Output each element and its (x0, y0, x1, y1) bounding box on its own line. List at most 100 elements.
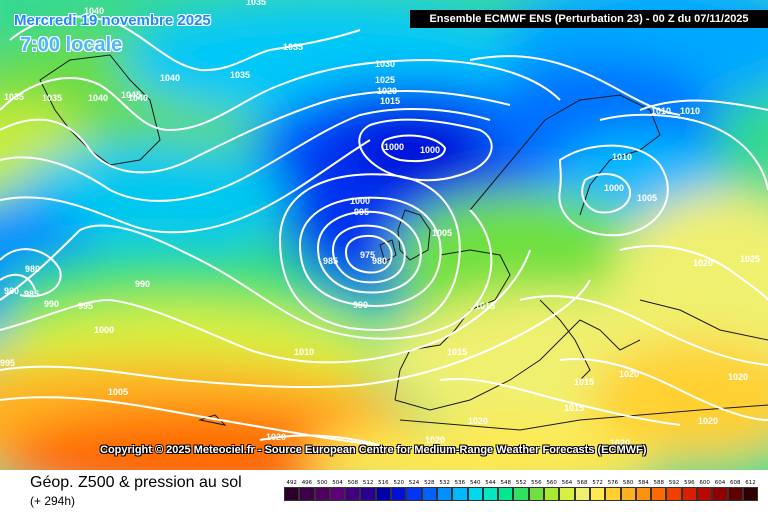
scale-step: 524 (406, 479, 422, 501)
scale-label: 572 (592, 480, 603, 486)
scale-step: 580 (620, 479, 636, 501)
pressure-label: 1025 (375, 75, 395, 85)
scale-step: 540 (467, 479, 483, 501)
scale-swatch (681, 487, 698, 501)
weather-map: 1040 1035 1040 1045 1040 1035 1040 1035 … (0, 0, 768, 470)
scale-label: 596 (684, 480, 695, 486)
pressure-label: 1040 (88, 93, 108, 103)
scale-step: 556 (528, 479, 545, 501)
pressure-label: 1035 (42, 93, 62, 103)
model-run-info: Ensemble ECMWF ENS (Perturbation 23) - 0… (410, 10, 768, 28)
scale-label: 600 (699, 480, 710, 486)
pressure-label: 1015 (447, 347, 467, 357)
scale-label: 508 (347, 480, 359, 486)
legend-footer: Géop. Z500 & pression au sol (+ 294h) 49… (0, 470, 768, 512)
pressure-label: 1020 (377, 86, 397, 96)
map-parameter-title: Géop. Z500 & pression au sol (30, 474, 242, 491)
scale-swatch (436, 487, 453, 501)
scale-step: 492 (284, 479, 300, 501)
color-scale: 492 496 500 504 508 512 516 520 524 528 532 536 540 5… (284, 479, 759, 501)
scale-label: 612 (745, 480, 756, 486)
pressure-label: 995 (78, 301, 93, 311)
pressure-label: 1015 (380, 96, 400, 106)
scale-label: 584 (638, 480, 649, 486)
pressure-label: 1005 (108, 387, 128, 397)
scale-swatch (391, 487, 407, 501)
pressure-label: 1020 (468, 416, 488, 426)
pressure-label: 1030 (375, 59, 395, 69)
scale-label: 576 (607, 480, 619, 486)
geopotential-field (0, 0, 768, 470)
pressure-label: 1005 (637, 193, 657, 203)
scale-label: 544 (485, 480, 496, 486)
scale-swatch (742, 487, 759, 501)
scale-swatch (345, 487, 361, 501)
pressure-label: 980 (372, 256, 387, 266)
scale-step: 560 (544, 479, 560, 501)
scale-step: 564 (559, 479, 575, 501)
scale-step: 608 (727, 479, 743, 501)
scale-step: 584 (635, 479, 652, 501)
pressure-label: 1020 (619, 369, 639, 379)
pressure-label: 1040 (84, 6, 104, 16)
scale-label: 496 (301, 480, 313, 486)
scale-swatch (406, 487, 422, 501)
scale-swatch (360, 487, 376, 501)
scale-label: 524 (408, 480, 420, 486)
copyright-notice: Copyright © 2025 Meteociel.fr - Source E… (100, 444, 647, 456)
scale-label: 548 (500, 480, 512, 486)
scale-swatch (635, 487, 652, 501)
pressure-label: 980 (4, 286, 19, 296)
pressure-label: 1020 (610, 438, 630, 448)
scale-swatch (452, 487, 468, 501)
pressure-label: 1035 (230, 70, 250, 80)
scale-step: 596 (681, 479, 698, 501)
scale-label: 504 (332, 480, 343, 486)
pressure-label: 1025 (740, 254, 760, 264)
pressure-label: 990 (44, 299, 59, 309)
pressure-label: 1000 (604, 183, 624, 193)
scale-swatch (666, 487, 682, 501)
scale-label: 592 (668, 480, 680, 486)
scale-step: 500 (314, 479, 330, 501)
scale-step: 508 (345, 479, 361, 501)
scale-step: 600 (697, 479, 713, 501)
pressure-label: 990 (353, 300, 368, 310)
scale-step: 536 (452, 479, 468, 501)
scale-label: 516 (378, 480, 389, 486)
scale-label: 608 (730, 480, 741, 486)
scale-swatch (513, 487, 529, 501)
pressure-label: 1020 (728, 372, 748, 382)
forecast-date: Mercredi 19 novembre 2025 (14, 12, 211, 29)
scale-step: 496 (299, 479, 315, 501)
pressure-label: 1005 (432, 228, 452, 238)
scale-swatch (467, 487, 483, 501)
scale-step: 604 (712, 479, 728, 501)
pressure-label: 1010 (612, 152, 632, 162)
scale-step: 512 (360, 479, 376, 501)
scale-step: 588 (651, 479, 667, 501)
pressure-label: 1015 (564, 403, 584, 413)
scale-label: 540 (469, 480, 481, 486)
scale-swatch (574, 487, 590, 501)
scale-swatch (498, 487, 514, 501)
scale-swatch (528, 487, 545, 501)
pressure-label: 1015 (574, 377, 594, 387)
scale-step: 528 (421, 479, 437, 501)
pressure-label: 1000 (94, 325, 114, 335)
scale-step: 504 (329, 479, 346, 501)
scale-step: 548 (498, 479, 514, 501)
scale-swatch (620, 487, 636, 501)
scale-step: 552 (513, 479, 529, 501)
scale-label: 492 (286, 480, 297, 486)
pressure-label: 995 (0, 358, 15, 368)
scale-label: 580 (622, 480, 634, 486)
scale-label: 536 (454, 480, 466, 486)
scale-step: 544 (482, 479, 499, 501)
pressure-label: 1015 (475, 301, 495, 311)
scale-label: 588 (653, 480, 665, 486)
pressure-label: 985 (24, 289, 39, 299)
pressure-label: 1035 (4, 92, 24, 102)
scale-step: 520 (391, 479, 407, 501)
scale-label: 512 (362, 480, 374, 486)
